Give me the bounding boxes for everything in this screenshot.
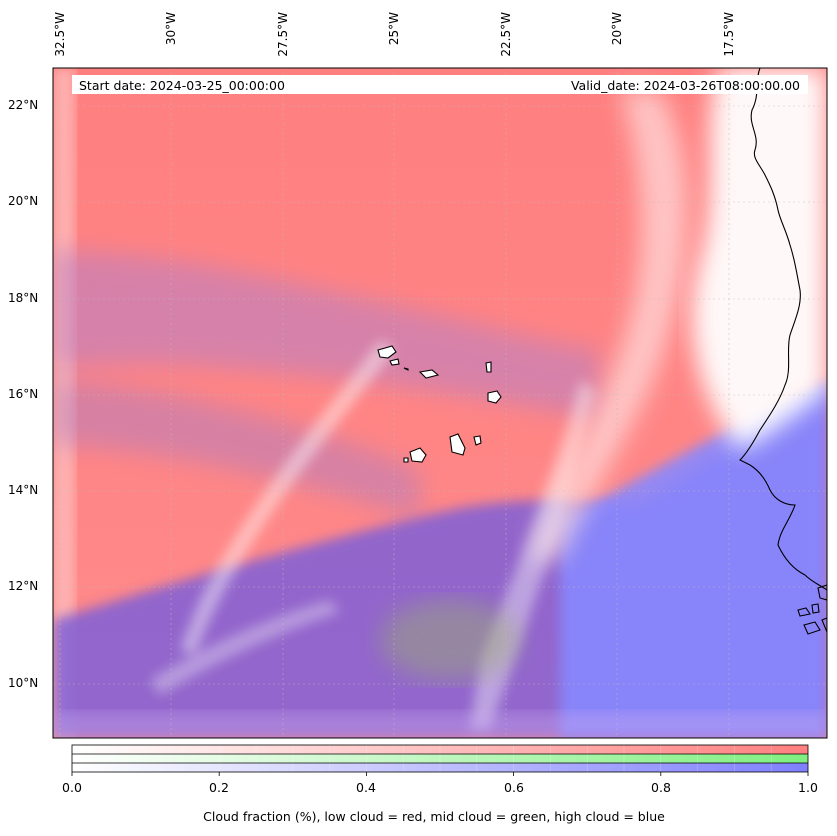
lat-label: 20°N — [8, 194, 39, 208]
lat-label: 18°N — [8, 291, 39, 305]
cape-verde-islands — [377, 345, 502, 463]
colorbar-mid-green — [72, 754, 808, 763]
african-coastline — [739, 68, 827, 591]
colorbar-high-blue — [72, 763, 808, 772]
lon-label: 30°W — [164, 12, 178, 46]
map-frame — [52, 67, 828, 739]
valid-date-label: Valid_date: 2024-03-26T08:00:00.00 — [570, 78, 800, 93]
lon-label: 27.5°W — [276, 12, 290, 57]
colorbar-label: Cloud fraction (%), low cloud = red, mid… — [203, 809, 665, 824]
date-header-box — [72, 75, 808, 94]
colorbar-tick: 0.0 — [62, 780, 82, 795]
start-date-label: Start date: 2024-03-25_00:00:00 — [79, 78, 285, 93]
lon-label: 20°W — [610, 12, 624, 46]
cloud-field — [53, 68, 827, 738]
lon-label: 32.5°W — [53, 12, 67, 57]
lat-label: 16°N — [8, 387, 39, 401]
lon-label: 25°W — [387, 12, 401, 46]
colorbar-tick: 0.4 — [356, 780, 376, 795]
colorbar-low-red — [72, 745, 808, 754]
lat-label: 12°N — [8, 579, 39, 593]
colorbar-tick: 0.2 — [209, 780, 229, 795]
colorbar — [71, 744, 809, 776]
lat-label: 10°N — [8, 676, 39, 690]
colorbar-tick: 1.0 — [798, 780, 818, 795]
colorbar-tick: 0.8 — [651, 780, 671, 795]
coastal-islands — [797, 584, 827, 635]
lon-label: 22.5°W — [499, 12, 513, 57]
clear-sky-region — [692, 68, 827, 450]
lon-label: 17.5°W — [722, 12, 736, 57]
lat-label: 22°N — [8, 98, 39, 112]
colorbar-tick: 0.6 — [504, 780, 524, 795]
graticule — [53, 68, 827, 738]
lat-label: 14°N — [8, 483, 39, 497]
mid-layer-band — [53, 250, 600, 420]
